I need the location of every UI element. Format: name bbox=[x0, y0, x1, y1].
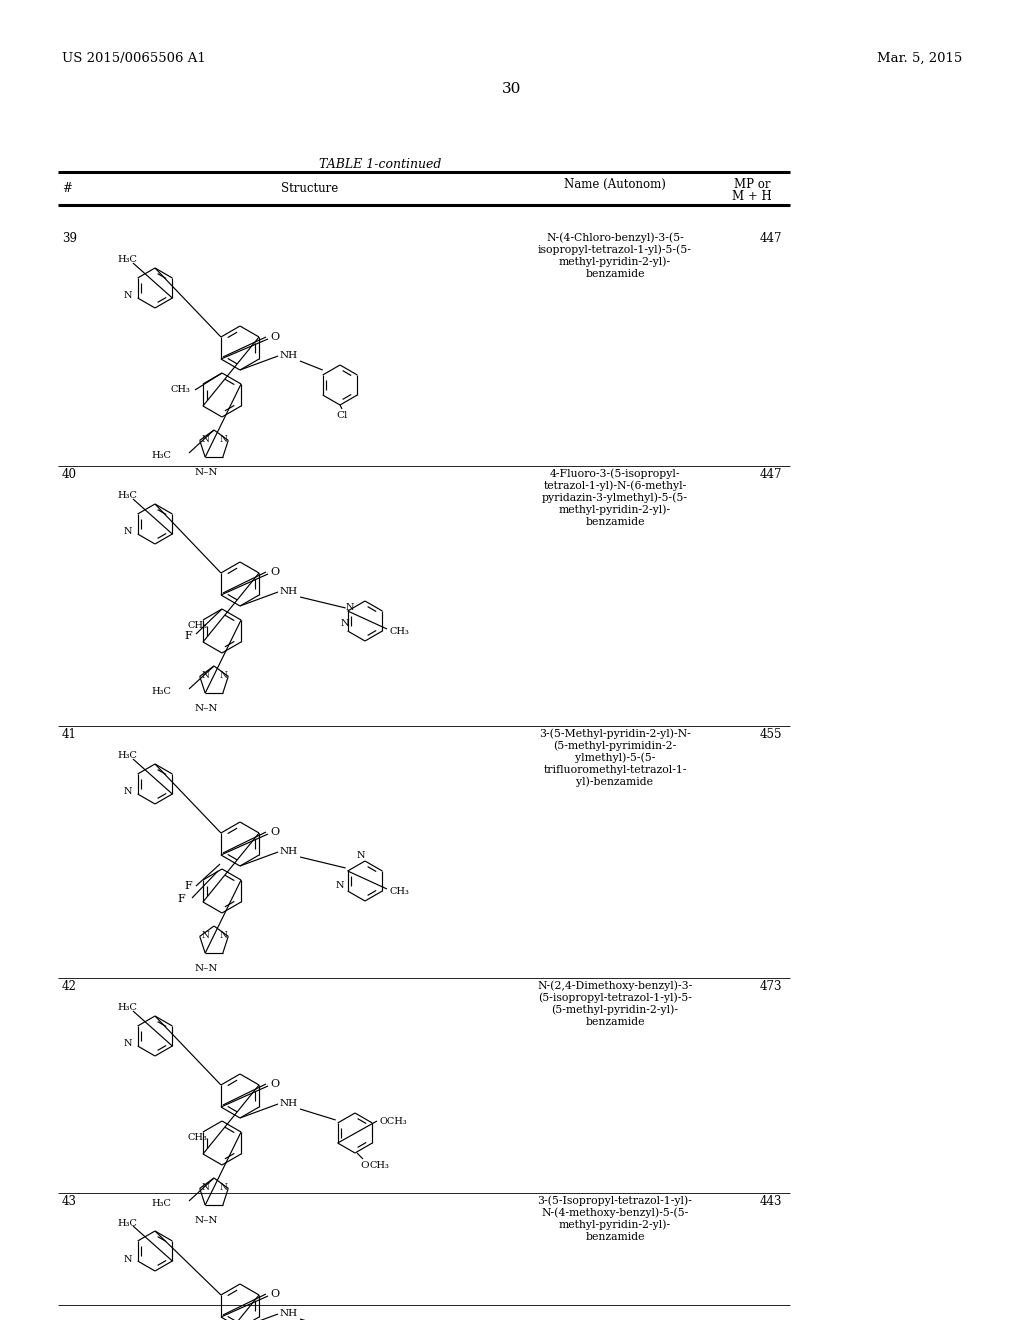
Text: O: O bbox=[270, 1290, 280, 1299]
Text: N–N: N–N bbox=[195, 1216, 218, 1225]
Text: N: N bbox=[201, 671, 209, 680]
Text: H₃C: H₃C bbox=[117, 491, 137, 500]
Text: N: N bbox=[219, 671, 227, 680]
Text: 42: 42 bbox=[62, 979, 77, 993]
Text: NH: NH bbox=[280, 351, 298, 360]
Text: US 2015/0065506 A1: US 2015/0065506 A1 bbox=[62, 51, 206, 65]
Text: N-(4-Chloro-benzyl)-3-(5-
isopropyl-tetrazol-1-yl)-5-(5-
methyl-pyridin-2-yl)-
b: N-(4-Chloro-benzyl)-3-(5- isopropyl-tetr… bbox=[538, 232, 692, 279]
Text: 443: 443 bbox=[760, 1195, 782, 1208]
Text: NH: NH bbox=[280, 1309, 298, 1319]
Text: CH₃: CH₃ bbox=[170, 385, 190, 395]
Text: N: N bbox=[336, 880, 344, 890]
Text: O: O bbox=[270, 828, 280, 837]
Text: Cl: Cl bbox=[336, 411, 348, 420]
Text: OCH₃: OCH₃ bbox=[379, 1117, 407, 1126]
Text: N–N: N–N bbox=[195, 469, 218, 477]
Text: H₃C: H₃C bbox=[117, 256, 137, 264]
Text: H₃C: H₃C bbox=[117, 1218, 137, 1228]
Text: 447: 447 bbox=[760, 232, 782, 246]
Text: CH₃: CH₃ bbox=[187, 1134, 207, 1143]
Text: O: O bbox=[270, 1078, 280, 1089]
Text: O: O bbox=[360, 1162, 369, 1170]
Text: F: F bbox=[184, 880, 193, 891]
Text: 39: 39 bbox=[62, 232, 77, 246]
Text: H₃C: H₃C bbox=[152, 450, 171, 459]
Text: N: N bbox=[124, 292, 132, 301]
Text: N–N: N–N bbox=[195, 964, 218, 973]
Text: N: N bbox=[219, 434, 227, 444]
Text: N: N bbox=[356, 850, 366, 859]
Text: NH: NH bbox=[280, 587, 298, 597]
Text: M + H: M + H bbox=[732, 190, 772, 203]
Text: H₃C: H₃C bbox=[117, 751, 137, 760]
Text: O: O bbox=[270, 568, 280, 577]
Text: 41: 41 bbox=[62, 729, 77, 741]
Text: CH₃: CH₃ bbox=[187, 622, 207, 631]
Text: N: N bbox=[124, 1254, 132, 1263]
Text: N: N bbox=[201, 931, 209, 940]
Text: F: F bbox=[177, 894, 185, 904]
Text: 40: 40 bbox=[62, 469, 77, 480]
Text: N: N bbox=[124, 1040, 132, 1048]
Text: N–N: N–N bbox=[195, 704, 218, 713]
Text: CH₃: CH₃ bbox=[389, 887, 409, 895]
Text: Name (Autonom): Name (Autonom) bbox=[564, 178, 666, 191]
Text: F: F bbox=[184, 631, 193, 642]
Text: CH₃: CH₃ bbox=[369, 1162, 389, 1170]
Text: MP or: MP or bbox=[734, 178, 770, 191]
Text: NH: NH bbox=[280, 847, 298, 857]
Text: NH: NH bbox=[280, 1100, 298, 1109]
Text: Mar. 5, 2015: Mar. 5, 2015 bbox=[877, 51, 962, 65]
Text: H₃C: H₃C bbox=[117, 1003, 137, 1012]
Text: N: N bbox=[346, 603, 354, 612]
Text: H₃C: H₃C bbox=[152, 1199, 171, 1208]
Text: N: N bbox=[341, 619, 349, 627]
Text: N: N bbox=[219, 931, 227, 940]
Text: 447: 447 bbox=[760, 469, 782, 480]
Text: 473: 473 bbox=[760, 979, 782, 993]
Text: H₃C: H₃C bbox=[152, 686, 171, 696]
Text: N: N bbox=[201, 1183, 209, 1192]
Text: 3-(5-Isopropyl-tetrazol-1-yl)-
N-(4-methoxy-benzyl)-5-(5-
methyl-pyridin-2-yl)-
: 3-(5-Isopropyl-tetrazol-1-yl)- N-(4-meth… bbox=[538, 1195, 692, 1242]
Text: CH₃: CH₃ bbox=[389, 627, 409, 635]
Text: 43: 43 bbox=[62, 1195, 77, 1208]
Text: N: N bbox=[124, 528, 132, 536]
Text: N: N bbox=[124, 788, 132, 796]
Text: O: O bbox=[270, 333, 280, 342]
Text: N: N bbox=[201, 434, 209, 444]
Text: 30: 30 bbox=[503, 82, 521, 96]
Text: #: # bbox=[62, 182, 72, 195]
Text: 4-Fluoro-3-(5-isopropyl-
tetrazol-1-yl)-N-(6-methyl-
pyridazin-3-ylmethyl)-5-(5-: 4-Fluoro-3-(5-isopropyl- tetrazol-1-yl)-… bbox=[542, 469, 688, 527]
Text: 3-(5-Methyl-pyridin-2-yl)-N-
(5-methyl-pyrimidin-2-
ylmethyl)-5-(5-
trifluoromet: 3-(5-Methyl-pyridin-2-yl)-N- (5-methyl-p… bbox=[539, 729, 691, 787]
Text: 455: 455 bbox=[760, 729, 782, 741]
Text: TABLE 1-continued: TABLE 1-continued bbox=[318, 158, 441, 172]
Text: Structure: Structure bbox=[282, 182, 339, 195]
Text: N: N bbox=[219, 1183, 227, 1192]
Text: N-(2,4-Dimethoxy-benzyl)-3-
(5-isopropyl-tetrazol-1-yl)-5-
(5-methyl-pyridin-2-y: N-(2,4-Dimethoxy-benzyl)-3- (5-isopropyl… bbox=[538, 979, 692, 1027]
